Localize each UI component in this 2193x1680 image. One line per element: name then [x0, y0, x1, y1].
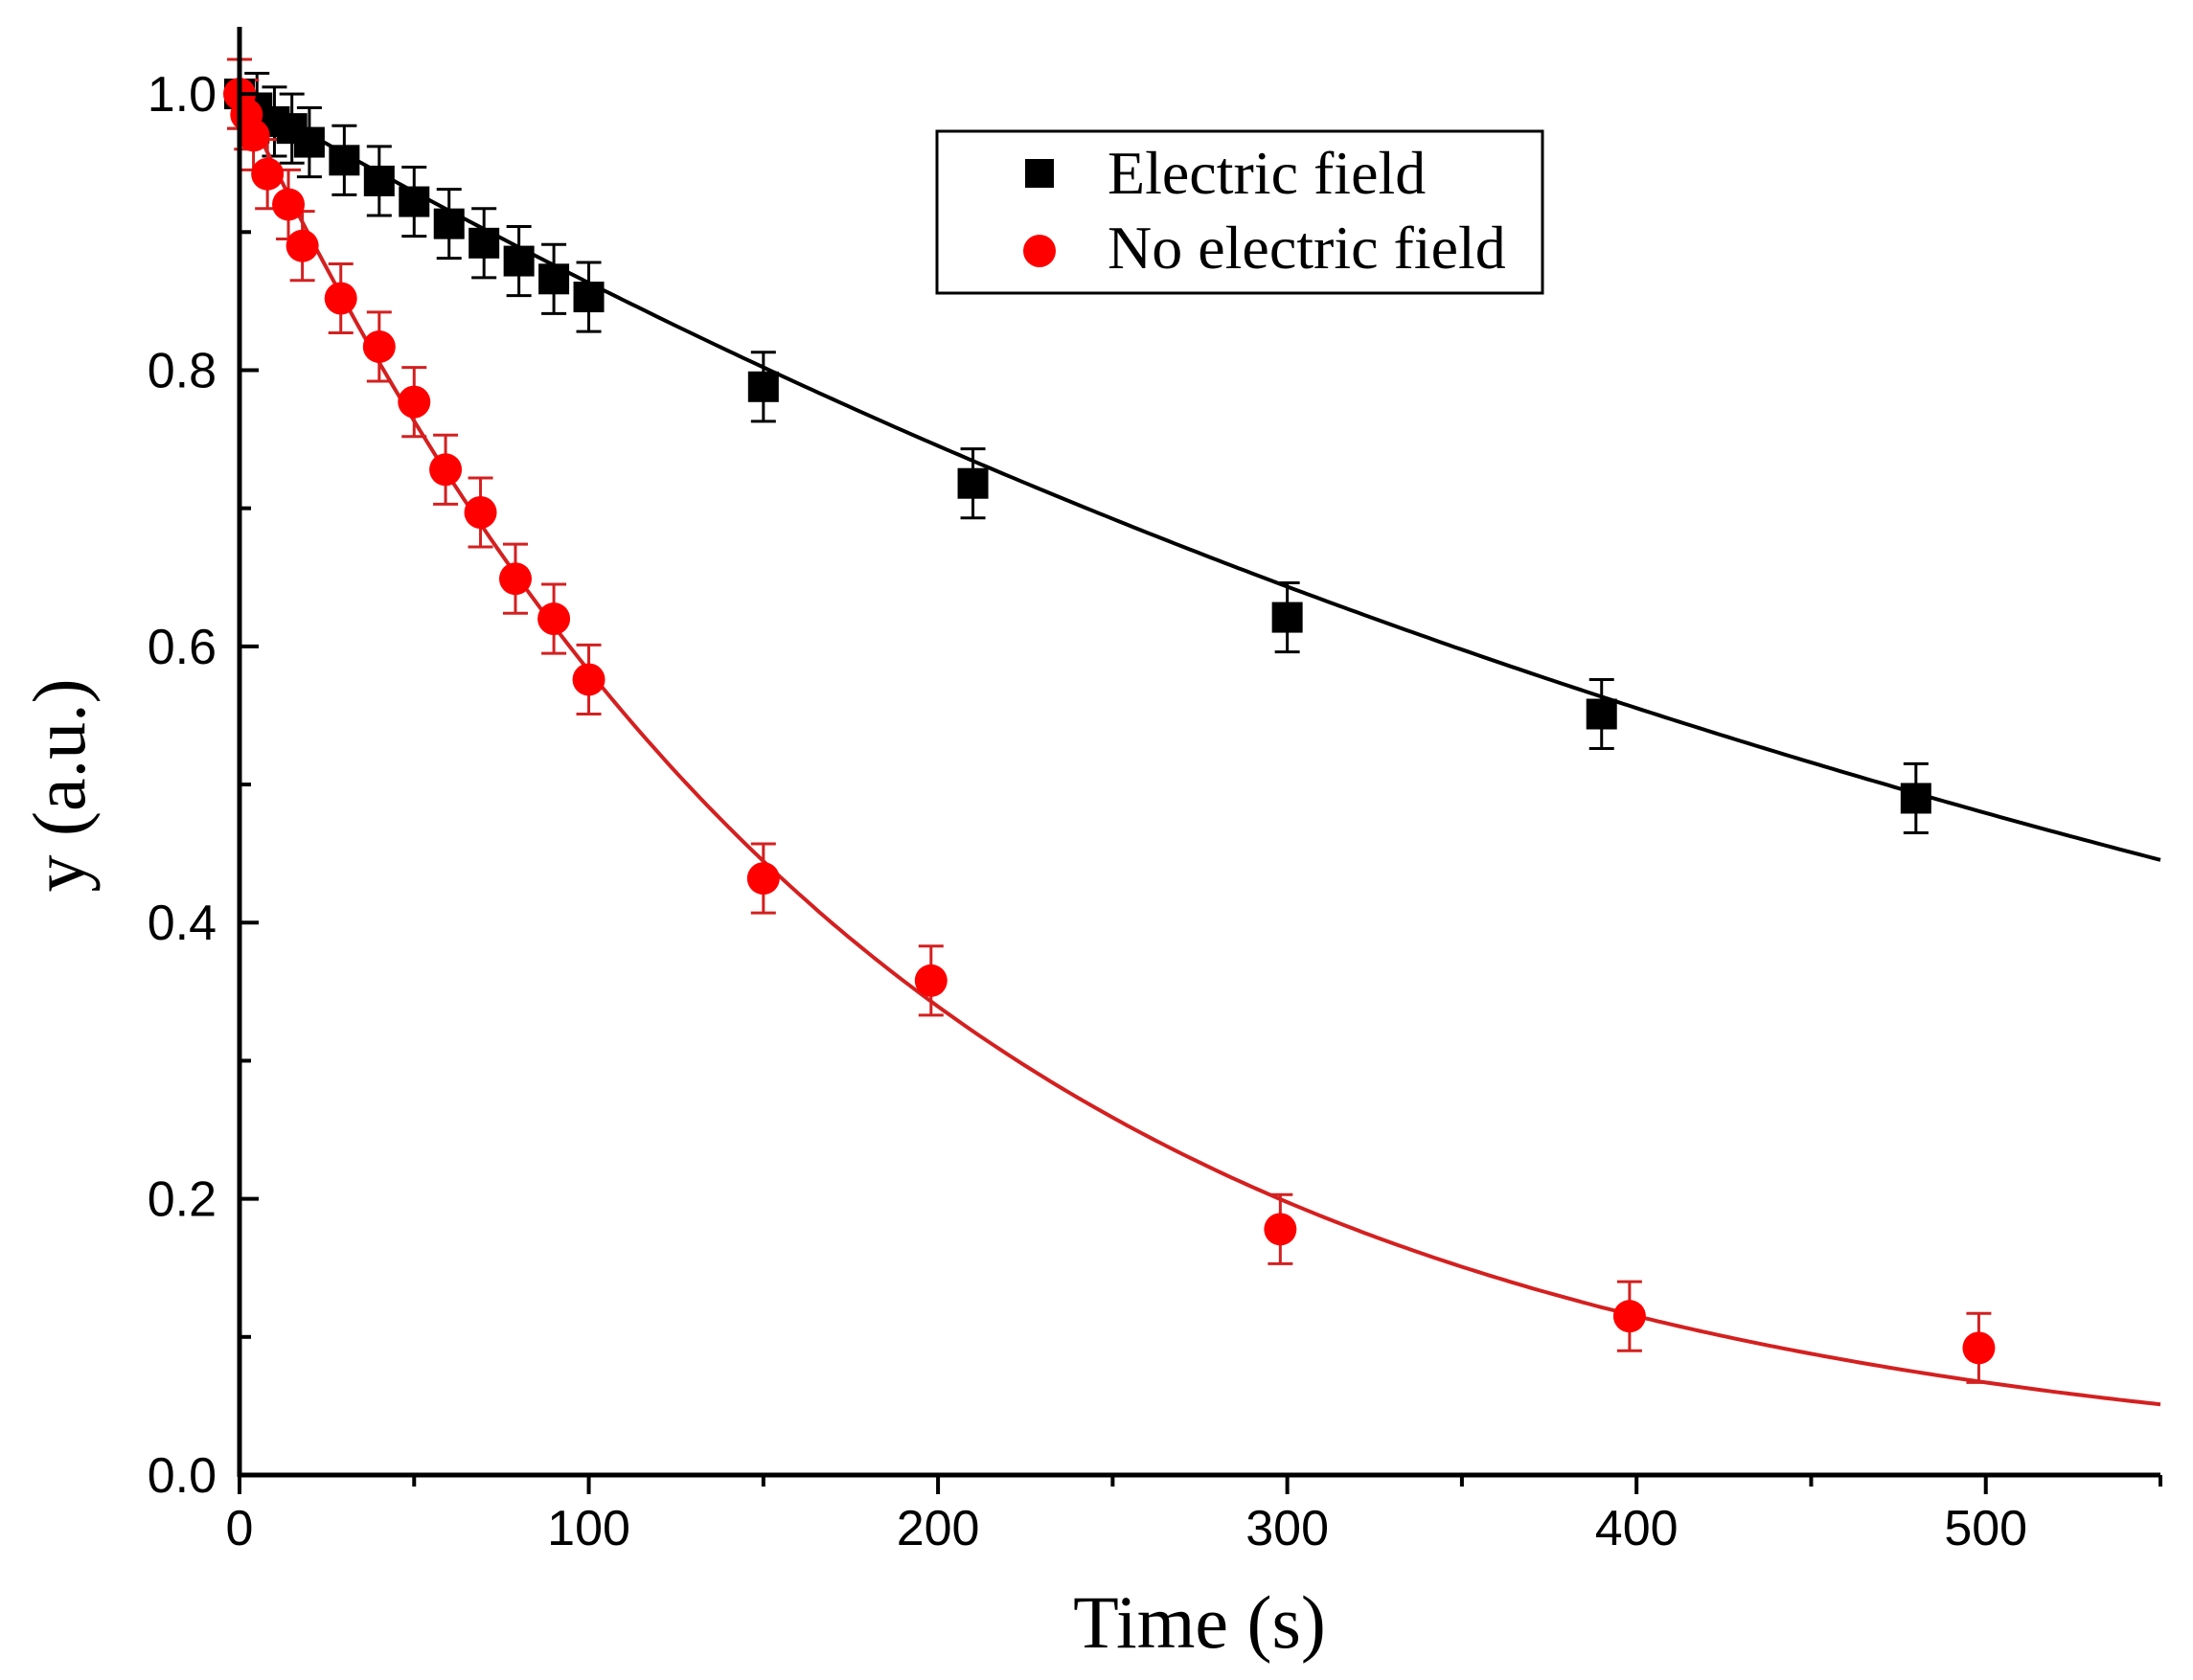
point-electric-field — [1900, 783, 1931, 814]
x-tick-label: 400 — [1595, 1501, 1679, 1556]
point-electric-field — [399, 186, 430, 217]
point-electric-field — [433, 208, 465, 239]
legend-marker-electric-field — [1025, 159, 1054, 188]
point-electric-field — [573, 282, 605, 313]
point-no-electric-field — [1612, 1300, 1646, 1333]
x-tick-label: 200 — [897, 1501, 980, 1556]
point-electric-field — [957, 467, 989, 499]
legend-label-electric-field: Electric field — [1108, 139, 1426, 207]
data-points — [223, 78, 1996, 1365]
point-no-electric-field — [324, 282, 357, 315]
point-no-electric-field — [237, 119, 270, 152]
x-tick-label: 500 — [1944, 1501, 2027, 1556]
point-electric-field — [1586, 698, 1617, 730]
legend-label-no-electric-field: No electric field — [1108, 214, 1506, 282]
point-electric-field — [503, 245, 535, 277]
x-tick-label: 100 — [547, 1501, 630, 1556]
point-electric-field — [329, 145, 360, 176]
point-no-electric-field — [429, 453, 463, 487]
y-tick-label: 0.2 — [148, 1172, 217, 1228]
point-no-electric-field — [1962, 1331, 1996, 1365]
axes: 0.0 0.2 0.4 0.6 0.8 1.0 0 100 200 300 400 500 — [148, 27, 2162, 1556]
point-no-electric-field — [398, 385, 431, 419]
point-electric-field — [468, 227, 500, 259]
x-tick-label: 300 — [1245, 1501, 1329, 1556]
point-no-electric-field — [464, 495, 497, 529]
point-no-electric-field — [914, 964, 948, 997]
point-electric-field — [1271, 602, 1303, 633]
y-tick-label: 0.4 — [148, 896, 217, 951]
point-no-electric-field — [362, 329, 396, 363]
y-tick-label: 0.6 — [148, 620, 217, 675]
point-no-electric-field — [537, 602, 571, 636]
point-no-electric-field — [272, 188, 306, 221]
y-tick-label: 0.0 — [148, 1448, 217, 1504]
y-axis-title: y (a.u.) — [17, 678, 101, 892]
point-electric-field — [363, 165, 395, 196]
y-tick-label: 0.8 — [148, 343, 217, 398]
point-electric-field — [747, 371, 779, 402]
legend-marker-no-electric-field — [1023, 235, 1056, 267]
point-no-electric-field — [572, 663, 605, 696]
point-no-electric-field — [746, 862, 780, 896]
point-no-electric-field — [498, 562, 532, 596]
point-electric-field — [538, 263, 570, 295]
point-no-electric-field — [286, 229, 319, 262]
point-no-electric-field — [1264, 1213, 1297, 1246]
legend: Electric field No electric field — [935, 129, 1544, 295]
point-electric-field — [293, 126, 325, 158]
y-tick-label: 1.0 — [148, 67, 217, 123]
x-axis-title: Time (s) — [1073, 1580, 1326, 1664]
x-tick-label: 0 — [226, 1501, 254, 1556]
point-no-electric-field — [251, 157, 285, 191]
